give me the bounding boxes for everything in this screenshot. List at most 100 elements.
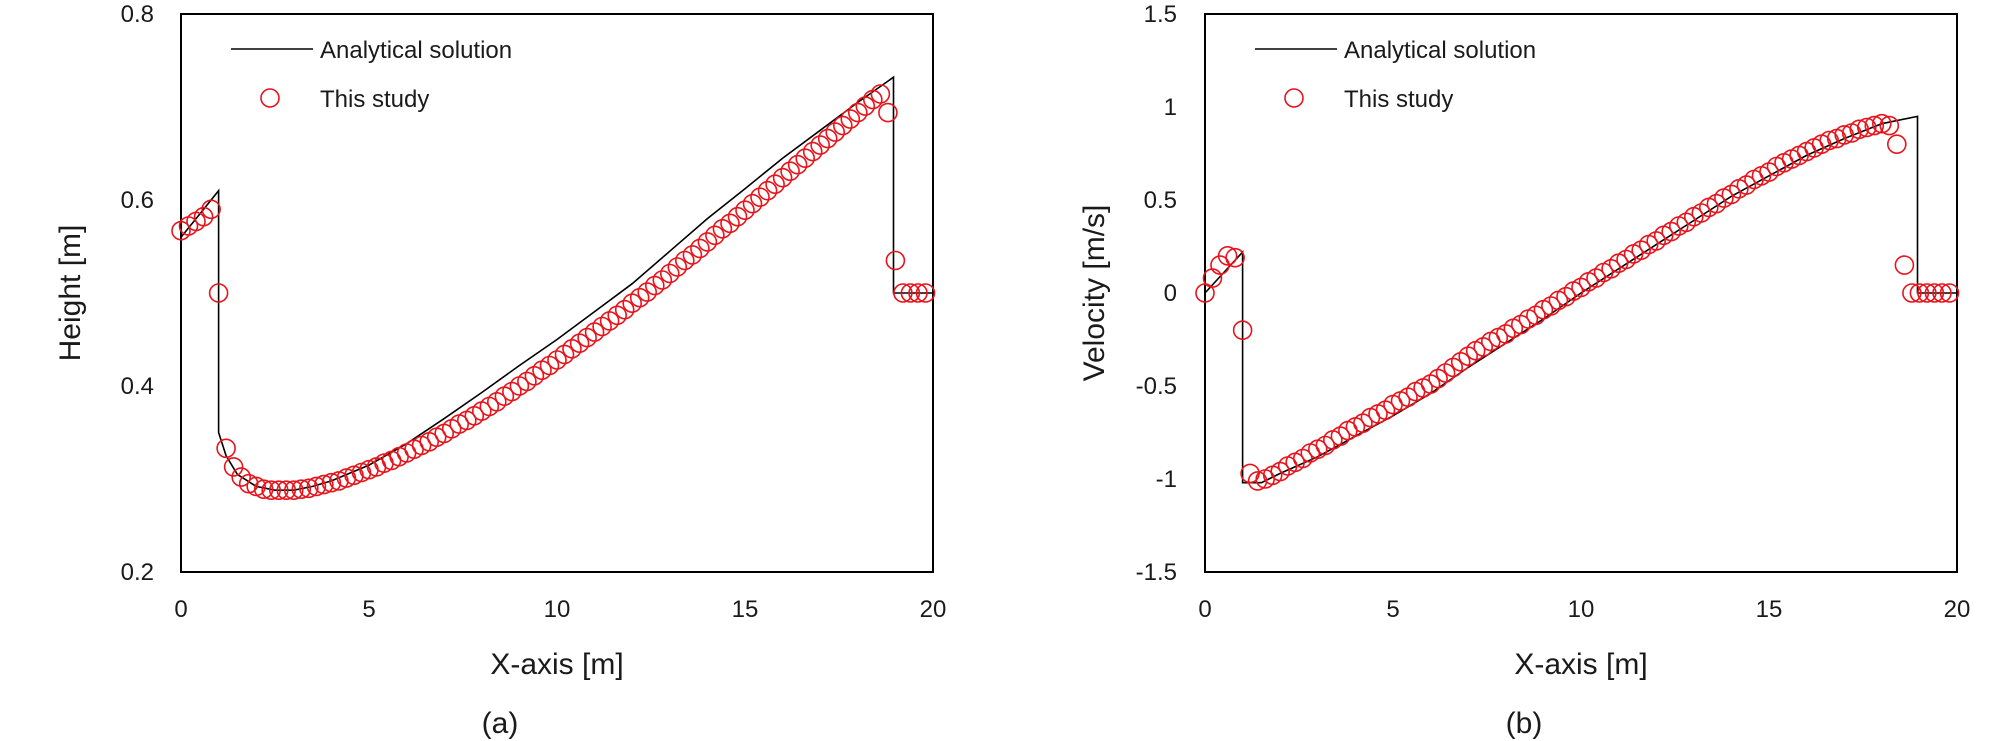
chart-a-study-point [321,472,342,493]
chart-a-xtick-label: 5 [362,596,375,623]
chart-a-study-point [253,479,274,500]
chart-b-ytick-label: -1 [1156,466,1177,493]
chart-a-study-point [614,299,635,320]
chart-a-study-point [840,109,861,129]
chart-b-study-point [1939,283,1960,303]
chart-a-legend-label: This study [320,86,429,113]
chart-a-study-point [832,115,853,136]
chart-a-study-point [825,122,846,142]
chart-b-ytick-label: 0 [1164,280,1177,307]
chart-b-ytick-label: 0.5 [1144,187,1177,214]
chart-b: -1.5 -1 -0.5 0 0.5 1 1.5 0 5 10 15 20 X-… [1078,1,1970,740]
chart-a-xtick-label: 10 [544,596,571,623]
chart-b-study-point [1857,117,1877,138]
chart-b-study-point [1232,320,1253,341]
chart-b-study-point [1849,119,1869,140]
chart-b-legend: Analytical solution This study [1255,37,1536,113]
chart-a-y-axis-label: Height [m] [54,225,87,362]
chart-a-study-point [682,245,703,265]
chart-a-study-point [908,283,928,303]
chart-a-study-point [690,238,710,259]
chart-b-study-point [1902,283,1922,303]
chart-a-study-point [750,187,770,207]
chart-a-ytick-label: 0.8 [121,1,154,28]
chart-a-xtick-label: 20 [920,596,947,623]
chart-a-study-point [231,467,251,487]
chart-a-study-point [261,480,282,501]
chart-a-study-point [727,206,748,227]
chart-a-study-point [772,167,793,188]
chart-a-ytick-label: 0.4 [121,373,154,400]
chart-b-study-point [1225,247,1245,268]
chart-a-xtick-label: 0 [174,596,187,623]
chart-a-xtick-label: 15 [732,596,759,623]
chart-a-study-point [652,270,673,290]
chart-b-x-ticks: 0 5 10 15 20 [1198,596,1970,623]
chart-a: 0.2 0.4 0.6 0.8 0 5 10 15 20 X-axis [m] … [54,1,946,740]
chart-b-xtick-label: 15 [1756,596,1783,623]
chart-a-legend: Analytical solution This study [231,37,512,113]
chart-b-study-point [1879,115,1900,136]
chart-a-study-point [306,476,327,497]
chart-a-study-point [216,438,236,459]
chart-a-ytick-label: 0.6 [121,187,154,214]
chart-b-study-point [1924,283,1945,303]
chart-a-study-point [915,283,936,303]
chart-b-analytical-line [1204,115,1957,484]
chart-b-y-ticks: -1.5 -1 -0.5 0 0.5 1 1.5 [1136,1,1177,586]
chart-a-study-point [659,263,680,284]
chart-a-study-point [855,96,876,116]
chart-b-xtick-label: 20 [1944,596,1971,623]
chart-a-study-point [870,84,891,104]
chart-a-study-point [705,225,725,246]
chart-b-study-point [1932,283,1952,303]
chart-a-study-point [223,457,244,477]
chart-a-study-point [810,135,831,155]
chart-a-x-axis-label: X-axis [m] [490,648,623,681]
chart-a-study-point [193,206,214,227]
chart-b-marks [1195,113,1960,491]
chart-a-plot-frame [180,13,934,573]
chart-a-study-point [637,282,658,302]
chart-b-study-point [1887,134,1907,154]
chart-a-study-point [765,174,785,194]
chart-a-ytick-label: 0.2 [121,559,154,586]
chart-a-study-point [900,283,921,303]
chart-b-ytick-label: 1 [1164,94,1177,121]
chart-b-study-point [1872,113,1892,134]
chart-a-study-point [787,154,808,175]
chart-a-study-point [697,232,718,252]
chart-b-x-axis-label: X-axis [m] [1514,648,1647,681]
chart-a-y-ticks: 0.2 0.4 0.6 0.8 [121,1,154,586]
chart-a-study-point [847,102,868,123]
chart-a-panel-label: (a) [482,707,519,740]
chart-a-study-point [885,250,906,271]
chart-b-legend-label: This study [1344,86,1453,113]
chart-a-study-point [298,478,319,499]
chart-a-study-point [780,161,800,181]
chart-b-study-point [1864,115,1885,136]
chart-a-study-point [208,283,229,303]
chart-b-xtick-label: 5 [1386,596,1399,623]
chart-a-study-point [893,283,913,303]
chart-a-study-point [757,180,778,201]
chart-a-analytical-line [180,75,933,492]
chart-a-legend-marker-swatch [260,88,280,108]
chart-a-study-point [742,193,763,214]
chart-a-marks [171,75,936,501]
chart-a-legend-label: Analytical solution [320,37,512,64]
chart-b-study-point [1917,283,1937,303]
chart-b-y-axis-label: Velocity [m/s] [1078,205,1111,382]
chart-a-study-point [314,474,334,495]
chart-b-xtick-label: 10 [1568,596,1595,623]
chart-b-xtick-label: 0 [1198,596,1211,623]
chart-b-panel-label: (b) [1506,707,1543,740]
chart-b-study-point [1909,283,1930,303]
chart-b-legend-label: Analytical solution [1344,37,1536,64]
chart-b-ytick-label: -1.5 [1136,559,1177,586]
chart-b-ytick-label: 1.5 [1144,1,1177,28]
chart-a-study-point [291,479,312,500]
chart-a-study-point [878,102,898,123]
chart-a-study-point [795,148,816,168]
